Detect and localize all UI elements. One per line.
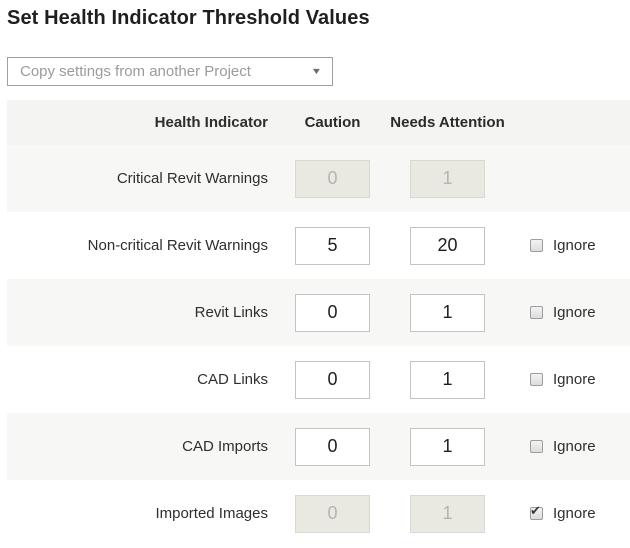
needs-attention-input[interactable]: [410, 427, 485, 466]
header-caution: Caution: [304, 114, 361, 131]
ignore-label: Ignore: [553, 371, 596, 388]
ignore-cell: ✔ Ignore: [530, 438, 596, 455]
ignore-checkbox[interactable]: ✔: [530, 440, 543, 453]
row-label: CAD Imports: [182, 438, 268, 455]
caution-input: [295, 159, 370, 198]
caution-input: [295, 494, 370, 533]
table-row-cad-links: CAD Links ✔ Ignore: [7, 346, 630, 413]
row-label: Critical Revit Warnings: [116, 170, 268, 187]
row-label: Revit Links: [194, 304, 268, 321]
table-header-row: Health Indicator Caution Needs Attention: [7, 100, 630, 145]
row-label: CAD Links: [197, 371, 268, 388]
ignore-checkbox[interactable]: ✔: [530, 239, 543, 252]
ignore-label: Ignore: [553, 438, 596, 455]
copy-settings-dropdown[interactable]: Copy settings from another Project ▼: [7, 57, 333, 86]
table-row-non-critical-revit-warnings: Non-critical Revit Warnings ✔ Ignore: [7, 212, 630, 279]
caution-input[interactable]: [295, 293, 370, 332]
table-row-revit-links: Revit Links ✔ Ignore: [7, 279, 630, 346]
ignore-cell: ✔ Ignore: [530, 304, 596, 321]
ignore-cell: ✔ Ignore: [530, 371, 596, 388]
caret-down-icon: ▼: [310, 66, 323, 76]
caution-input[interactable]: [295, 226, 370, 265]
threshold-table: Health Indicator Caution Needs Attention…: [7, 100, 630, 547]
header-health-indicator: Health Indicator: [154, 114, 268, 131]
row-label: Non-critical Revit Warnings: [87, 237, 268, 254]
page-title: Set Health Indicator Threshold Values: [7, 7, 370, 29]
ignore-checkbox[interactable]: ✔: [530, 373, 543, 386]
caution-input[interactable]: [295, 427, 370, 466]
table-row-cad-imports: CAD Imports ✔ Ignore: [7, 413, 630, 480]
needs-attention-input[interactable]: [410, 226, 485, 265]
row-label: Imported Images: [155, 505, 268, 522]
ignore-cell: ✔ Ignore: [530, 237, 596, 254]
table-row-imported-images: Imported Images ✔ Ignore: [7, 480, 630, 547]
ignore-cell: ✔ Ignore: [530, 503, 596, 522]
table-row-critical-revit-warnings: Critical Revit Warnings ✔ Ignore: [7, 145, 630, 212]
ignore-checkbox[interactable]: ✔: [530, 503, 543, 520]
ignore-label: Ignore: [553, 237, 596, 254]
needs-attention-input: [410, 159, 485, 198]
ignore-label: Ignore: [553, 505, 596, 522]
copy-settings-dropdown-value: Copy settings from another Project: [20, 63, 251, 80]
needs-attention-input: [410, 494, 485, 533]
ignore-checkbox[interactable]: ✔: [530, 306, 543, 319]
needs-attention-input[interactable]: [410, 293, 485, 332]
header-needs-attention: Needs Attention: [390, 114, 505, 131]
ignore-label: Ignore: [553, 304, 596, 321]
needs-attention-input[interactable]: [410, 360, 485, 399]
caution-input[interactable]: [295, 360, 370, 399]
checkmark-icon: ✔: [530, 503, 541, 518]
